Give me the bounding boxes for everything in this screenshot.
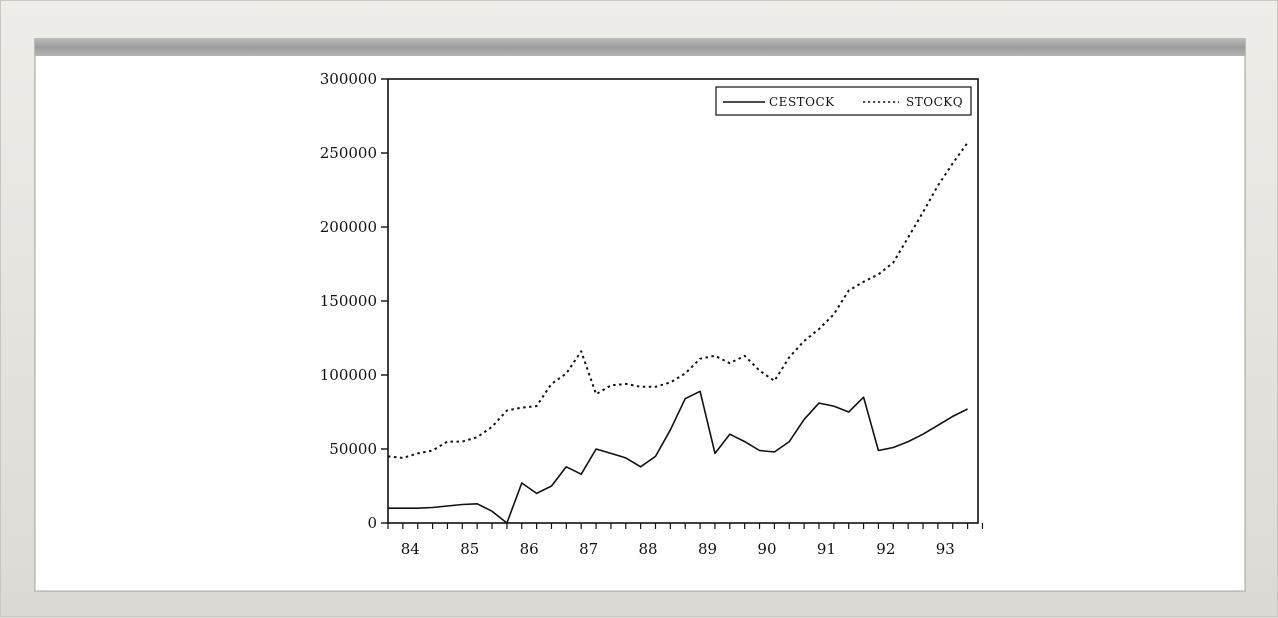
x-tick-label: 90 [757, 540, 776, 558]
series-line-stockq [387, 142, 969, 459]
y-tick-label: 150000 [320, 292, 377, 310]
y-tick-label: 50000 [329, 440, 377, 458]
x-tick-label: 91 [817, 540, 836, 558]
series-lines [387, 142, 969, 524]
y-tick-label: 0 [367, 514, 377, 532]
panel-top-bar [35, 39, 1245, 56]
legend: CESTOCK STOCKQ [715, 86, 972, 116]
plot-frame [387, 78, 979, 524]
figure-panel [35, 39, 1245, 591]
x-tick-label: 86 [520, 540, 539, 558]
y-tick-label: 300000 [320, 70, 377, 88]
x-tick-label: 85 [460, 540, 479, 558]
x-tick-label: 89 [698, 540, 717, 558]
x-tick-label: 93 [936, 540, 955, 558]
y-tick-label: 200000 [320, 218, 377, 236]
x-tick-label: 92 [876, 540, 895, 558]
legend-label-stockq: STOCKQ [906, 95, 963, 109]
x-tick-label: 84 [401, 540, 420, 558]
x-axis: 84 85 86 87 88 89 90 91 92 93 [387, 523, 984, 558]
x-tick-label: 87 [579, 540, 598, 558]
legend-box [715, 86, 972, 116]
y-tick-label: 100000 [320, 366, 377, 384]
legend-label-cestock: CESTOCK [769, 95, 835, 109]
y-tick-label: 250000 [320, 144, 377, 162]
y-axis: 0 50000 100000 150000 200000 250000 300000 [320, 70, 388, 532]
series-line-cestock [388, 390, 968, 524]
x-tick-label: 88 [639, 540, 658, 558]
